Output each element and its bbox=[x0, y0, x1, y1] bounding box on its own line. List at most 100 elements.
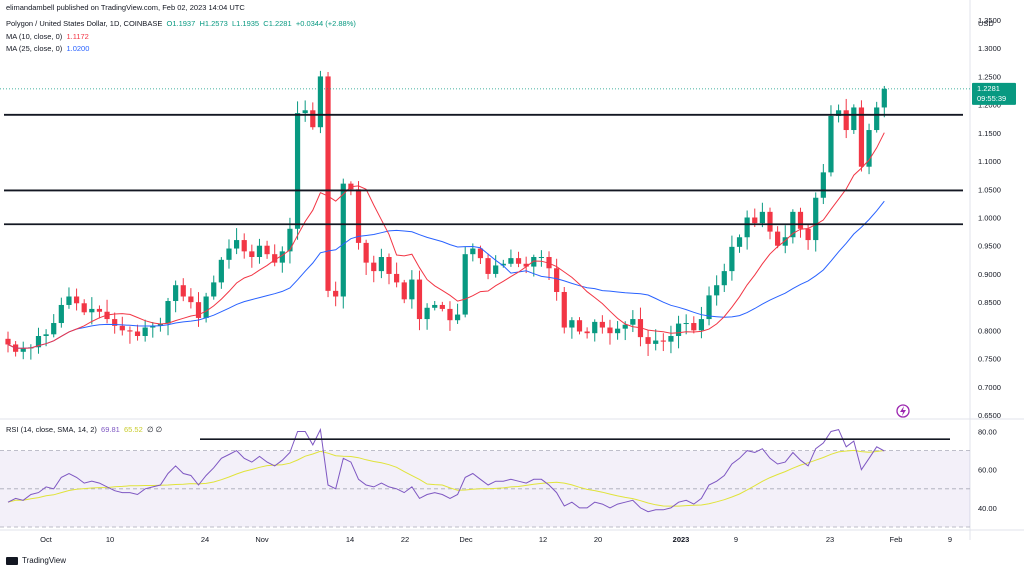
candle-body bbox=[615, 328, 621, 334]
time-axis-tick-label: 23 bbox=[826, 535, 834, 544]
time-axis-tick-label: 24 bbox=[201, 535, 209, 544]
candle-body bbox=[515, 258, 522, 264]
rsi-extra: ∅ ∅ bbox=[146, 425, 163, 434]
last-price-label: 1.2281 bbox=[977, 84, 1000, 93]
candle-body bbox=[599, 321, 605, 328]
rsi-legend[interactable]: RSI (14, close, SMA, 14, 2) 69.81 65.52 … bbox=[6, 425, 162, 434]
ma25-value: 1.0200 bbox=[66, 44, 90, 53]
candle-body bbox=[96, 308, 103, 312]
candle-body bbox=[355, 189, 362, 243]
candle-body bbox=[668, 336, 674, 342]
candle-body bbox=[477, 248, 484, 259]
candle-body bbox=[424, 307, 430, 320]
ma25-label: MA (25, close, 0) bbox=[6, 44, 63, 53]
candle-body bbox=[660, 340, 666, 342]
price-axis-tick-label: 1.2000 bbox=[978, 101, 1001, 110]
ma10-line bbox=[7, 132, 885, 349]
candle-body bbox=[592, 321, 598, 334]
ohlc-close: C1.2281 bbox=[263, 19, 292, 28]
candle-body bbox=[439, 304, 445, 309]
candle-body bbox=[51, 323, 57, 335]
candle-body bbox=[485, 258, 491, 274]
candle-body bbox=[500, 263, 506, 266]
rsi-axis-tick-label: 40.00 bbox=[978, 504, 997, 513]
rsi-line bbox=[7, 427, 885, 513]
candle-body bbox=[607, 327, 613, 334]
candle-body bbox=[767, 211, 773, 232]
candle-body bbox=[470, 248, 476, 255]
candle-body bbox=[386, 257, 392, 274]
candle-body bbox=[317, 76, 324, 128]
lightning-icon bbox=[896, 404, 910, 418]
candle-body bbox=[195, 302, 202, 318]
candle-body bbox=[112, 319, 118, 326]
brand-label: TradingView bbox=[22, 556, 67, 565]
candle-body bbox=[89, 308, 95, 313]
candle-body bbox=[401, 282, 407, 300]
price-axis-tick-label: 0.6500 bbox=[978, 411, 1001, 420]
candle-body bbox=[20, 348, 26, 352]
candle-body bbox=[432, 304, 438, 308]
candle-body bbox=[866, 130, 872, 167]
candle-body bbox=[813, 197, 819, 241]
countdown-label: 09:55:39 bbox=[977, 94, 1006, 103]
candle-body bbox=[721, 271, 727, 286]
candle-body bbox=[851, 107, 857, 131]
candle-body bbox=[127, 330, 133, 332]
candle-body bbox=[203, 296, 209, 318]
candle-body bbox=[234, 240, 240, 249]
candle-body bbox=[378, 257, 384, 272]
rsi-ma-line bbox=[7, 449, 885, 507]
publisher-line: elimandambell published on TradingView.c… bbox=[6, 3, 245, 12]
candle-body bbox=[736, 237, 743, 247]
lightning-icon-bolt bbox=[900, 406, 906, 416]
candle-body bbox=[759, 211, 765, 224]
symbol-title: Polygon / United States Dollar, 1D, COIN… bbox=[6, 19, 163, 28]
price-axis-tick-label: 1.0000 bbox=[978, 214, 1001, 223]
candle-body bbox=[134, 331, 141, 336]
candle-body bbox=[180, 285, 186, 297]
price-axis-tick-label: 1.3500 bbox=[978, 16, 1001, 25]
time-axis-tick-label: 9 bbox=[734, 535, 738, 544]
candle-body bbox=[683, 323, 689, 325]
time-axis-tick-label: Nov bbox=[255, 535, 269, 544]
candle-body bbox=[279, 251, 285, 263]
candle-body bbox=[569, 320, 575, 328]
candle-body bbox=[310, 110, 316, 128]
candle-body bbox=[797, 211, 804, 229]
candle-body bbox=[294, 113, 301, 229]
candle-body bbox=[752, 217, 758, 224]
candle-body bbox=[272, 254, 278, 263]
candle-body bbox=[363, 242, 369, 263]
candle-body bbox=[43, 334, 49, 336]
candle-body bbox=[249, 251, 255, 257]
candle-body bbox=[447, 308, 453, 321]
time-axis-tick-label: Oct bbox=[40, 535, 53, 544]
time-axis-tick-label: 14 bbox=[346, 535, 354, 544]
candle-body bbox=[416, 279, 423, 320]
candle-body bbox=[805, 228, 811, 241]
rsi-label: RSI (14, close, SMA, 14, 2) bbox=[6, 425, 97, 434]
candle-body bbox=[835, 110, 842, 116]
candle-body bbox=[462, 254, 468, 315]
candle-body bbox=[706, 295, 712, 320]
footer-brand[interactable]: TradingView bbox=[6, 556, 66, 565]
candle-body bbox=[73, 296, 80, 304]
ma10-legend[interactable]: MA (10, close, 0) 1.1172 bbox=[6, 32, 89, 41]
candle-body bbox=[454, 314, 461, 321]
time-axis-tick-label: 12 bbox=[539, 535, 547, 544]
candle-body bbox=[714, 285, 720, 296]
price-axis-tick-label: 0.7000 bbox=[978, 383, 1001, 392]
candle-body bbox=[211, 282, 217, 297]
candle-body bbox=[142, 327, 148, 336]
candle-body bbox=[287, 228, 293, 252]
ma25-legend[interactable]: MA (25, close, 0) 1.0200 bbox=[6, 44, 89, 53]
symbol-line: Polygon / United States Dollar, 1D, COIN… bbox=[6, 19, 356, 28]
candle-body bbox=[584, 331, 590, 334]
ma10-label: MA (10, close, 0) bbox=[6, 32, 63, 41]
candle-body bbox=[264, 245, 270, 255]
price-axis-tick-label: 1.1000 bbox=[978, 157, 1001, 166]
price-axis-tick-label: 1.2500 bbox=[978, 72, 1001, 81]
candle-body bbox=[173, 285, 179, 302]
